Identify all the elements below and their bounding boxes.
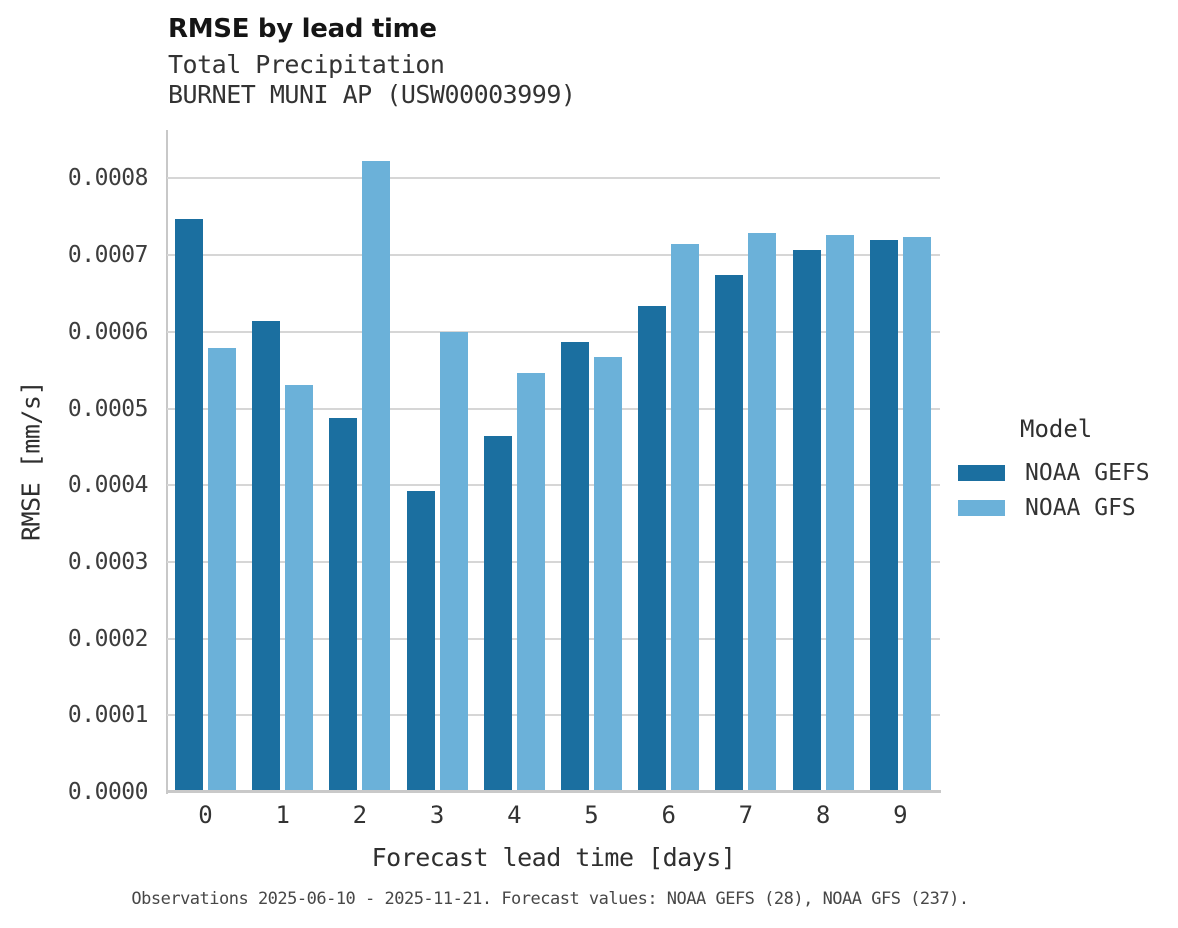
- legend: Model NOAA GEFS NOAA GFS: [958, 415, 1178, 525]
- bar-noaa-gfs-9: [902, 237, 931, 791]
- y-axis-tick-labels: 0.0000 0.0001 0.0002 0.0003 0.0004 0.0005 0.00…: [0, 130, 149, 805]
- x-tick-label: 1: [275, 801, 290, 829]
- bar-noaa-gefs-6: [638, 306, 667, 791]
- legend-item-noaa-gefs: NOAA GEFS: [958, 459, 1150, 487]
- x-tick-label: 4: [507, 801, 522, 829]
- gridline: [167, 484, 940, 487]
- gridline: [167, 407, 940, 410]
- legend-swatch-noaa-gefs: [958, 465, 1005, 481]
- y-axis-line: [166, 130, 168, 794]
- x-tick-label: 6: [661, 801, 676, 829]
- chart-subtitle-station: BURNET MUNI AP (USW00003999): [168, 80, 576, 109]
- bar-noaa-gefs-8: [792, 250, 821, 791]
- x-axis-title: Forecast lead time [days]: [371, 843, 736, 872]
- y-tick-label: 0.0007: [67, 242, 149, 269]
- y-tick-label: 0.0004: [67, 472, 149, 499]
- bar-noaa-gfs-1: [285, 384, 314, 791]
- y-tick-label: 0.0003: [67, 548, 149, 575]
- y-tick-label: 0.0008: [67, 165, 149, 192]
- x-tick-label: 5: [584, 801, 599, 829]
- bar-noaa-gfs-4: [516, 373, 545, 791]
- y-tick-label: 0.0000: [67, 779, 149, 805]
- bar-noaa-gfs-6: [671, 244, 700, 791]
- bar-noaa-gfs-3: [439, 332, 468, 791]
- bar-noaa-gefs-9: [869, 239, 898, 791]
- bar-noaa-gefs-2: [329, 418, 358, 791]
- legend-label-noaa-gfs: NOAA GFS: [1025, 495, 1136, 521]
- x-tick-label: 3: [429, 801, 445, 829]
- bar-noaa-gefs-5: [561, 342, 589, 791]
- plot-area: [166, 130, 941, 794]
- y-tick-label: 0.0001: [67, 702, 149, 729]
- x-tick-label: 8: [815, 801, 831, 829]
- bar-noaa-gefs-1: [252, 320, 281, 791]
- chart-subtitle-variable: Total Precipitation: [168, 50, 445, 79]
- bar-noaa-gfs-8: [825, 234, 854, 791]
- y-tick-label: 0.0005: [67, 395, 149, 422]
- x-tick-label: 9: [893, 801, 908, 829]
- y-tick-label: 0.0006: [67, 318, 149, 345]
- gridline: [167, 254, 940, 257]
- x-axis-line: [166, 790, 941, 793]
- gridline: [167, 714, 940, 717]
- caption: Observations 2025-06-10 - 2025-11-21. Fo…: [131, 889, 969, 909]
- x-tick-label: 2: [352, 801, 368, 829]
- bar-noaa-gefs-0: [175, 218, 203, 791]
- y-tick-label: 0.0002: [67, 625, 149, 652]
- bar-noaa-gfs-2: [362, 160, 391, 791]
- bar-noaa-gfs-7: [748, 233, 777, 791]
- bar-noaa-gefs-7: [715, 274, 744, 791]
- bar-noaa-gfs-5: [594, 356, 622, 791]
- x-tick-label: 0: [198, 801, 213, 829]
- chart-title: RMSE by lead time: [168, 14, 437, 44]
- gridline: [167, 560, 940, 563]
- bar-noaa-gfs-0: [208, 347, 236, 791]
- legend-item-noaa-gfs: NOAA GFS: [958, 494, 1136, 522]
- gridline: [167, 330, 940, 333]
- gridline: [167, 637, 940, 640]
- bar-noaa-gefs-4: [483, 435, 512, 791]
- legend-title: Model: [1020, 415, 1093, 443]
- gridline: [167, 177, 940, 180]
- legend-swatch-noaa-gfs: [958, 500, 1005, 516]
- x-tick-label: 7: [738, 801, 754, 829]
- legend-label-noaa-gefs: NOAA GEFS: [1025, 460, 1150, 486]
- bar-noaa-gefs-3: [406, 491, 435, 791]
